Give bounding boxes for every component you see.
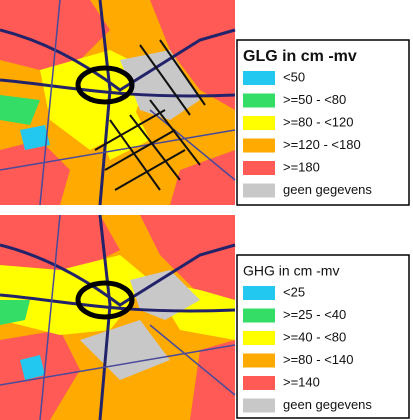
legend-swatch	[243, 331, 275, 345]
legend-swatch	[243, 71, 275, 85]
legend-label: >=140	[283, 374, 320, 389]
legend-swatch	[243, 138, 275, 153]
legend-label: >=25 - <40	[283, 307, 346, 322]
legend-label: >=180	[283, 159, 320, 174]
legend-label: >=50 - <80	[283, 92, 346, 107]
legend-swatch	[243, 183, 275, 198]
legend-swatch	[243, 93, 275, 108]
legends: GLG in cm -mv <50 >=50 - <80 >=80 - <120 >=1…	[236, 39, 410, 419]
legend-swatch	[243, 398, 275, 413]
map-top	[0, 0, 236, 206]
legend-label: geen gegevens	[283, 397, 372, 412]
legend-swatch	[243, 308, 275, 323]
legend-label: >=80 - <140	[283, 352, 353, 367]
legend-label: >=40 - <80	[283, 329, 346, 344]
map-bottom	[0, 214, 236, 420]
legend-swatch	[243, 286, 275, 300]
legend-swatch	[243, 353, 275, 368]
legend-label: <50	[283, 69, 305, 84]
legend-swatch	[243, 376, 275, 390]
legend-label: >=80 - <120	[283, 114, 353, 129]
legend-label: <25	[283, 284, 305, 299]
legend-swatch	[243, 161, 275, 175]
legend-title: GLG in cm -mv	[243, 48, 357, 65]
legend-title: GHG in cm -mv	[243, 263, 339, 279]
legend-swatch	[243, 116, 275, 130]
legend-label: geen gegevens	[283, 182, 372, 197]
legend-label: >=120 - <180	[283, 137, 361, 152]
